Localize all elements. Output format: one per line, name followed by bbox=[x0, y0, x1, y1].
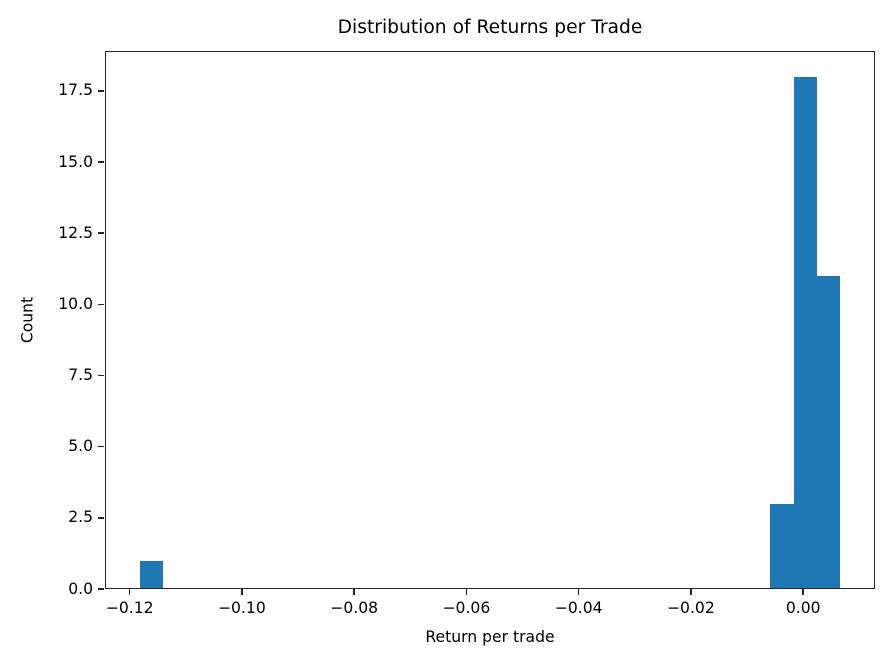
x-tick-label: −0.04 bbox=[554, 599, 603, 617]
x-tick-mark bbox=[690, 589, 692, 595]
histogram-bar bbox=[139, 560, 164, 589]
x-tick-mark bbox=[577, 589, 580, 595]
x-tick-mark bbox=[802, 589, 804, 595]
y-tick-mark bbox=[98, 161, 104, 163]
x-tick-mark bbox=[241, 589, 243, 595]
y-tick-mark bbox=[98, 517, 104, 519]
histogram-bar bbox=[816, 275, 841, 589]
y-tick-label: 15.0 bbox=[58, 152, 93, 171]
y-tick-mark bbox=[98, 232, 104, 234]
x-tick-label: −0.08 bbox=[330, 599, 379, 617]
histogram-bar bbox=[793, 76, 817, 589]
y-tick-label: 5.0 bbox=[68, 437, 93, 456]
y-tick-mark bbox=[98, 90, 104, 92]
x-tick-label: −0.06 bbox=[442, 599, 491, 617]
y-tick-label: 2.5 bbox=[68, 508, 93, 527]
x-tick-label: −0.12 bbox=[105, 599, 154, 617]
x-axis-label: Return per trade bbox=[425, 628, 555, 646]
y-tick-mark bbox=[98, 588, 104, 590]
x-tick-label: 0.00 bbox=[785, 599, 821, 617]
x-tick-mark bbox=[128, 589, 131, 595]
x-tick-label: −0.10 bbox=[217, 599, 266, 617]
y-tick-mark bbox=[98, 445, 104, 448]
x-tick-label: −0.02 bbox=[666, 599, 715, 617]
x-tick-mark bbox=[465, 589, 468, 595]
y-tick-label: 7.5 bbox=[68, 366, 93, 384]
x-tick-mark bbox=[353, 589, 355, 595]
plot-area bbox=[105, 51, 875, 589]
y-tick-mark bbox=[98, 374, 104, 377]
histogram-bar bbox=[770, 503, 794, 589]
y-tick-label: 12.5 bbox=[58, 223, 93, 242]
y-tick-label: 0.0 bbox=[68, 579, 93, 598]
chart-title: Distribution of Returns per Trade bbox=[337, 17, 643, 38]
y-tick-mark bbox=[98, 303, 104, 306]
y-tick-label: 10.0 bbox=[58, 294, 93, 313]
y-tick-label: 17.5 bbox=[58, 81, 93, 100]
